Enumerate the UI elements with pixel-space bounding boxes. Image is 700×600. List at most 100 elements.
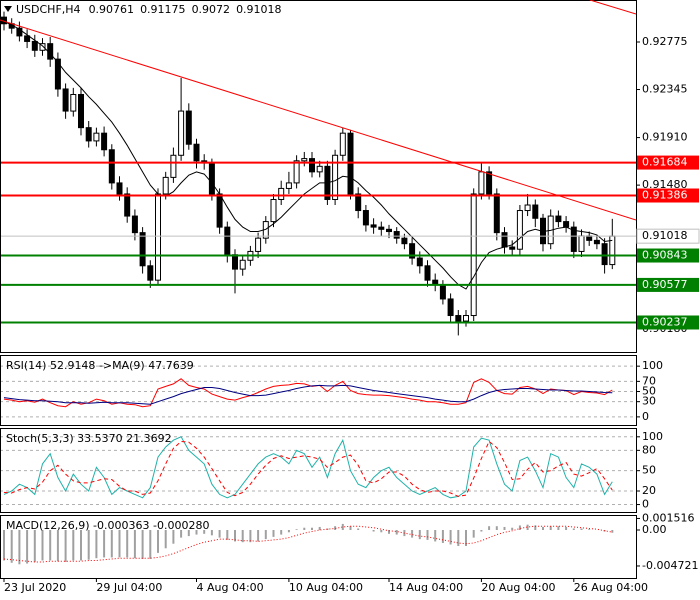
candle-body [501,232,508,248]
candle-body [270,198,277,223]
candle-body [62,88,69,112]
y-tick-label: -0.004721 [642,559,698,572]
candle-body [563,221,570,228]
candle-body [455,315,462,322]
level-tag [637,277,699,292]
candle-body [162,176,169,195]
high-price: 0.91175 [140,3,186,16]
y-tick-label: 70 [642,374,656,387]
candle-body [255,237,262,252]
candle-body [139,232,146,267]
x-tick-label: 26 Aug 04:00 [574,581,648,594]
candle-body [578,235,585,252]
y-tick-label: 100 [642,430,663,443]
candle-body [516,210,523,250]
panel-frame [0,0,637,353]
level-tag [637,155,699,170]
y-tick-label: 0.00 [642,523,667,536]
candle-body [416,257,423,267]
y-tick-label: 50 [642,385,656,398]
candle-body [16,27,23,37]
low-price: 0.9072 [192,3,231,16]
trendline [0,19,637,221]
panel [0,365,636,418]
x-tick-label: 20 Aug 04:00 [481,581,555,594]
x-tick-label: 14 Aug 04:00 [389,581,463,594]
candle-body [24,35,31,42]
candle-body [232,254,238,270]
open-price: 0.90761 [89,3,135,16]
panel-frame [0,355,637,426]
indicator-line [3,378,613,408]
level-tag-label: 0.91684 [642,156,688,169]
candle-body [54,58,61,90]
candle-body [524,204,531,212]
candle-body [401,237,408,245]
y-tick-label: 0.91480 [642,178,688,191]
indicator-label: Stoch(5,3,3) 33.5370 21.3692 [6,432,172,445]
candle-body [31,40,38,51]
level-tag-label: 0.90577 [642,278,688,291]
level-tag [637,248,699,263]
chart-header: USDCHF,H4 0.90761 0.91175 0.9072 0.91018 [16,3,282,16]
candle-body [409,243,416,259]
candle-body [316,165,323,173]
x-tick-label: 29 Jul 04:00 [96,581,162,594]
candle-body [601,243,608,266]
candle-body [285,182,292,189]
candle-body [486,171,493,195]
x-tick-label: 23 Jul 2020 [4,581,66,594]
y-tick-label: 0 [642,498,649,511]
level-tag-label: 0.90843 [642,249,688,262]
candle-body [39,43,46,51]
candle-body [70,93,77,112]
candle-body [178,110,185,156]
price-tag-label: 0.91018 [642,229,688,242]
candle-body [339,132,346,156]
candle-body [293,160,300,184]
level-tag [637,188,699,203]
candle-body [463,315,469,322]
candle-body [424,265,431,281]
candle-body [155,193,161,281]
panel-frame [0,515,637,579]
candle-body [131,215,138,234]
y-tick-label: 0.92345 [642,83,688,96]
candle-body [447,298,454,317]
candle-body [393,231,400,239]
candle-body [386,228,392,233]
candle-body [439,284,446,300]
panel [3,523,614,565]
y-tick-label: 0.92775 [642,35,688,48]
candle-body [216,193,223,228]
trendline [589,0,637,15]
candle-body [239,259,246,270]
close-price: 0.91018 [236,3,282,16]
candle-body [185,110,192,145]
candle-body [570,226,577,252]
indicator-label: MACD(12,26,9) -0.000363 -0.000280 [6,519,209,532]
price-tag [636,228,700,244]
candle-body [85,127,92,142]
candle-body [101,132,108,151]
candle-body [370,224,377,228]
candle-body [555,215,562,223]
candle-body [116,182,123,195]
symbol-icon [4,6,12,12]
indicator-line [3,440,613,497]
level-tag-label: 0.90237 [642,315,688,328]
level-tag [637,315,699,330]
x-tick-label: 4 Aug 04:00 [197,581,264,594]
candle-body [593,239,600,245]
y-tick-label: 80 [642,443,656,456]
candle-body [278,187,285,200]
candle-body [193,143,200,162]
y-tick-label: 50 [642,464,656,477]
indicator-line [3,436,613,499]
candle-body [509,246,516,250]
candle-body [332,154,339,200]
y-tick-label: 0 [642,410,649,423]
y-tick-label: 0.91910 [642,131,688,144]
candle-body [493,193,500,234]
